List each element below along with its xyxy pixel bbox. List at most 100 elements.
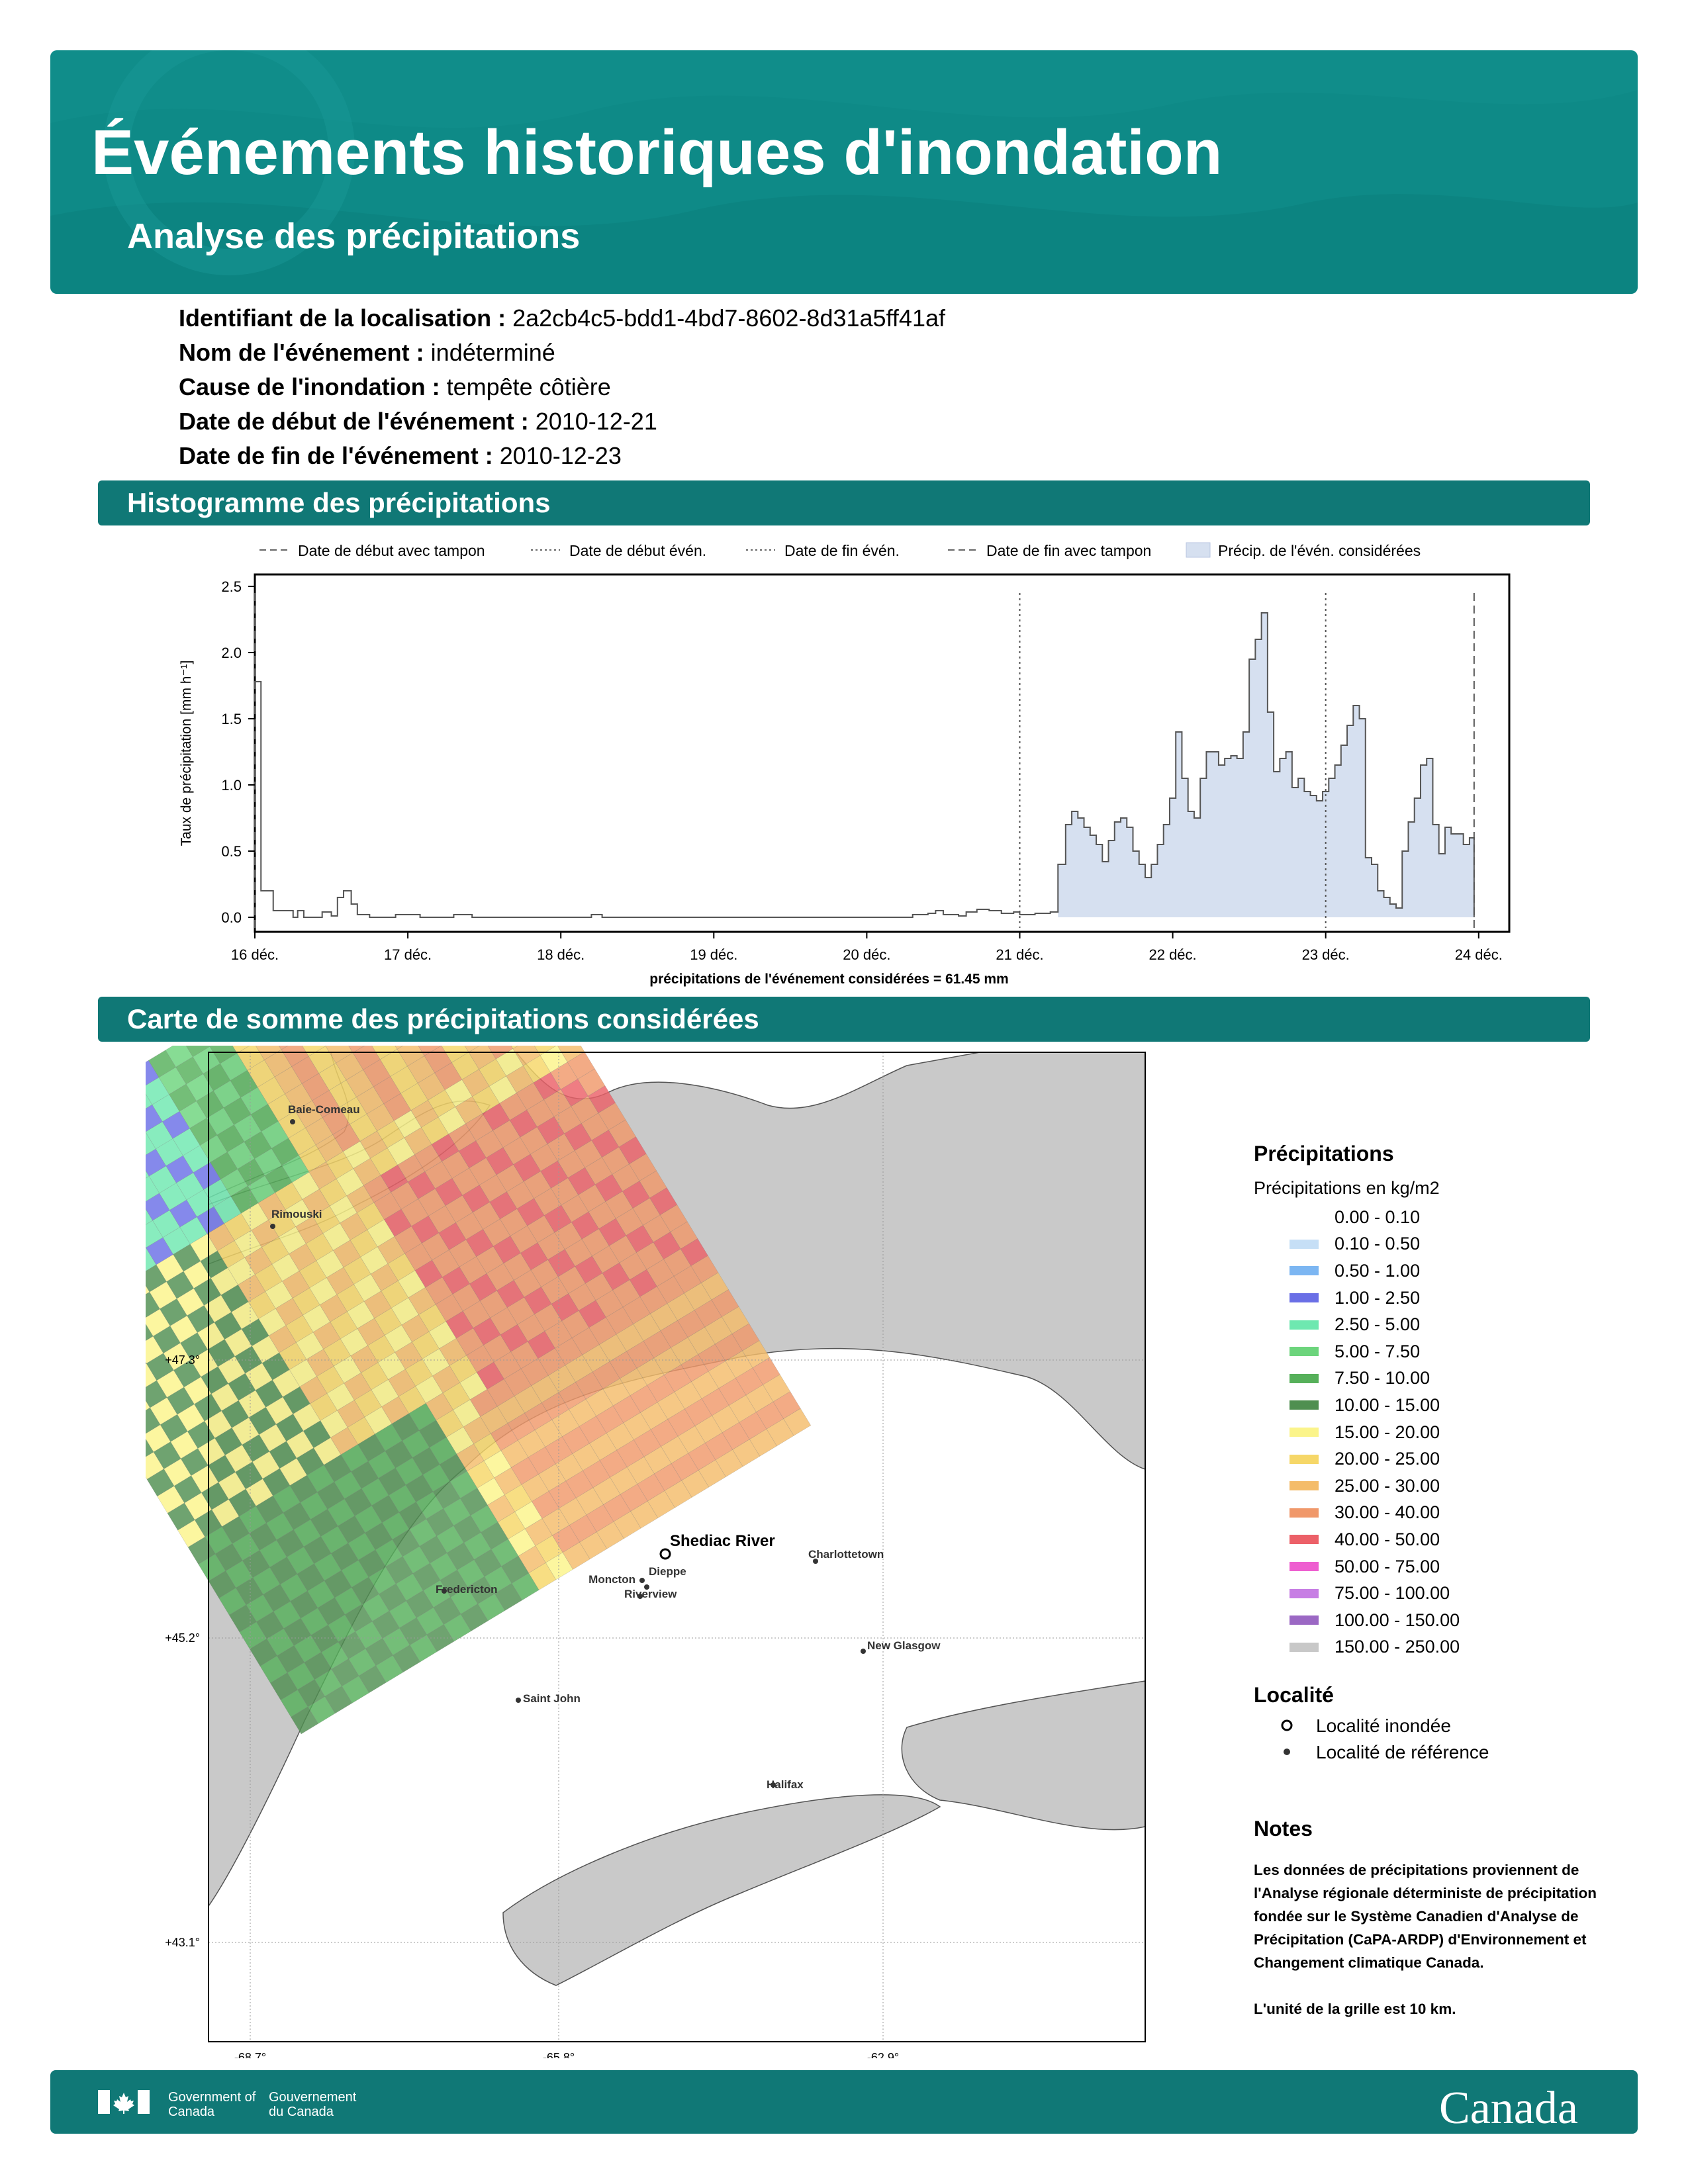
legend-bin-label: 40.00 - 50.00 [1335, 1529, 1440, 1549]
legend-bin-swatch [1289, 1481, 1319, 1491]
y-tick-label: 0.0 [221, 909, 242, 926]
reference-locality: Riverview [624, 1588, 677, 1600]
reference-locality: Saint John [516, 1692, 581, 1705]
info-value: 2010-12-21 [535, 408, 657, 435]
dot-icon [1267, 1742, 1307, 1763]
legend-bin-swatch [1289, 1373, 1319, 1383]
legend-bin-swatch [1289, 1239, 1319, 1249]
x-tick-label: 21 déc. [996, 946, 1043, 963]
chart-legend-item: Date de fin évén. [746, 542, 900, 559]
legend-item-label: Localité inondée [1316, 1715, 1451, 1737]
legend-bin: 30.00 - 40.00 [1254, 1500, 1624, 1527]
locality-label: Dieppe [649, 1565, 686, 1578]
info-value: indéterminé [430, 339, 555, 366]
locality-dot [637, 1594, 643, 1599]
precip-grid [146, 1046, 812, 1735]
legend-item-reference: Localité de référence [1254, 1739, 1624, 1766]
footer: Government of Canada Gouvernement du Can… [50, 2070, 1638, 2134]
info-row-start-date: Date de début de l'événement : 2010-12-2… [179, 404, 945, 439]
x-tick-label: 22 déc. [1149, 946, 1196, 963]
section-title: Carte de somme des précipitations consid… [127, 1003, 759, 1034]
grid-cell [209, 1046, 238, 1064]
info-label: Date de fin de l'événement : [179, 442, 493, 469]
notes-text: Les données de précipitations proviennen… [1254, 1862, 1597, 1971]
legend-bin: 0.00 - 0.10 [1254, 1204, 1624, 1231]
page-title: Événements historiques d'inondation [91, 117, 1223, 188]
grid-cell [298, 1046, 326, 1057]
locality-label: New Glasgow [867, 1639, 941, 1652]
flooded-locality-label: Shediac River [670, 1532, 775, 1550]
locality-label: Charlottetown [808, 1548, 884, 1561]
info-value: tempête côtière [446, 373, 611, 400]
y-tick-label: 1.5 [221, 711, 242, 727]
reference-locality: Dieppe [644, 1565, 686, 1590]
open-circle-icon [1267, 1715, 1307, 1737]
precipitation-sum-map: +47.3° +45.2° +43.1° -68.7° -65.8° -62.9° Baie… [146, 1046, 1146, 2058]
locality-dot [639, 1578, 645, 1583]
chart-legend-item: Précip. de l'évén. considérées [1186, 542, 1421, 559]
legend-bin-label: 15.00 - 20.00 [1335, 1422, 1440, 1442]
lon-tick-label: -68.7° [234, 2051, 266, 2058]
legend-bin: 2.50 - 5.00 [1254, 1311, 1624, 1338]
legend-bin-swatch [1289, 1320, 1319, 1330]
locality-label: Saint John [523, 1692, 581, 1705]
x-tick-label: 23 déc. [1302, 946, 1350, 963]
chart-legend-label: Précip. de l'évén. considérées [1218, 542, 1421, 559]
legend-bin-label: 5.00 - 7.50 [1335, 1341, 1421, 1361]
precipitation-histogram: Date de début avec tampon Date de début é… [179, 542, 1511, 987]
legend-bin-label: 75.00 - 100.00 [1335, 1583, 1450, 1604]
locality-dot [442, 1588, 447, 1594]
locality-dot [516, 1698, 521, 1703]
legend-bin-label: 10.00 - 15.00 [1335, 1394, 1440, 1415]
info-label: Identifiant de la localisation : [179, 304, 506, 332]
chart-legend-label: Date de début avec tampon [298, 542, 485, 559]
legend-bin-label: 20.00 - 25.00 [1335, 1449, 1440, 1469]
flooded-locality-marker [659, 1548, 671, 1560]
page-subtitle: Analyse des précipitations [127, 216, 581, 256]
locality-dot [290, 1119, 295, 1124]
grid-cell [342, 1046, 371, 1054]
land-mass [901, 1680, 1146, 1831]
legend-bin: 50.00 - 75.00 [1254, 1553, 1624, 1580]
map-frame [208, 1052, 1146, 2042]
grid-cell [530, 1046, 558, 1056]
graticule [209, 1052, 1145, 2042]
legend-bin-swatch [1289, 1454, 1319, 1464]
header-banner: Événements historiques d'inondation Anal… [50, 50, 1638, 294]
legend-bin: 10.00 - 15.00 [1254, 1392, 1624, 1419]
x-tick-label: 18 déc. [537, 946, 585, 963]
locality-label: Rimouski [271, 1208, 322, 1220]
chart-legend-item: Date de fin avec tampon [948, 542, 1151, 559]
land-mass [502, 1794, 941, 1986]
y-tick-label: 2.5 [221, 578, 242, 595]
legend-bin-swatch [1289, 1293, 1319, 1303]
locality-label: Riverview [624, 1588, 677, 1600]
grid-cell [254, 1046, 282, 1060]
locality-dot [644, 1584, 649, 1590]
chart-legend-item: Date de début évén. [531, 542, 706, 559]
banner-wave-decoration [50, 50, 1638, 294]
precip-rate-series [255, 612, 1475, 918]
locality-dot [813, 1559, 818, 1564]
legend-bin: 7.50 - 10.00 [1254, 1365, 1624, 1392]
legend-bin-swatch [1289, 1266, 1319, 1276]
legend-bin-label: 150.00 - 250.00 [1335, 1637, 1460, 1657]
x-tick-label: 17 déc. [384, 946, 432, 963]
reference-locality: New Glasgow [861, 1639, 941, 1654]
legend-bin-swatch [1289, 1562, 1319, 1572]
map-legend: Précipitations Précipitations en kg/m2 0… [1254, 1142, 1624, 1766]
legend-bin: 20.00 - 25.00 [1254, 1445, 1624, 1473]
notes-grid: L'unité de la grille est 10 km. [1254, 2001, 1456, 2017]
canada-wordmark: Canada [1439, 2083, 1578, 2134]
legend-bin: 15.00 - 20.00 [1254, 1419, 1624, 1446]
lon-tick-label: -65.8° [543, 2051, 575, 2058]
locality-label: Moncton [588, 1573, 635, 1586]
reference-locality: Fredericton [436, 1583, 498, 1596]
legend-bin-label: 30.00 - 40.00 [1335, 1502, 1440, 1523]
legend-bin: 0.50 - 1.00 [1254, 1257, 1624, 1285]
legend-subtitle: Précipitations en kg/m2 [1254, 1178, 1440, 1198]
legend-bin-swatch [1289, 1400, 1319, 1410]
grid-cell [557, 1046, 585, 1063]
grid-cell [441, 1046, 469, 1063]
section-header-histogram: Histogramme des précipitations [98, 480, 1590, 525]
